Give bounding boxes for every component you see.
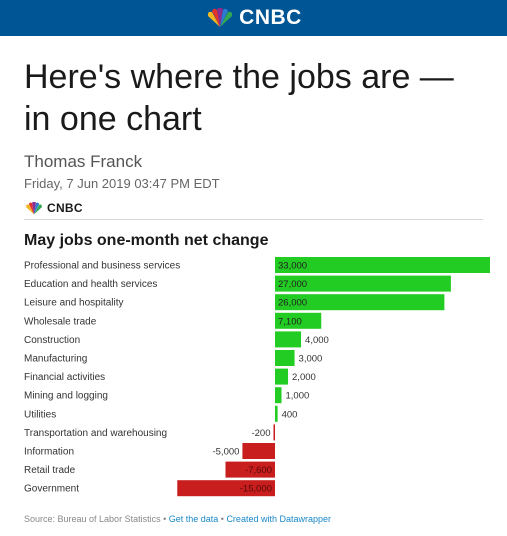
source-sep-2: •: [218, 514, 227, 524]
category-label: Transportation and warehousing: [24, 428, 167, 439]
bar[interactable]: [275, 368, 289, 385]
site-header: CNBC: [0, 0, 507, 36]
value-label: 33,000: [278, 261, 307, 272]
bar[interactable]: [225, 461, 275, 478]
bar[interactable]: [275, 387, 282, 404]
category-label: Professional and business services: [24, 261, 180, 272]
peacock-small-icon: [26, 201, 42, 214]
category-label: Leisure and hospitality: [24, 298, 124, 309]
bar[interactable]: [275, 331, 302, 348]
source-sep-1: •: [160, 514, 169, 524]
bar-chart: Professional and business services 33,000…: [24, 257, 490, 497]
value-label: 4,000: [305, 335, 329, 346]
category-label: Construction: [24, 335, 80, 346]
bar[interactable]: [275, 294, 445, 311]
publish-date: Friday, 7 Jun 2019 03:47 PM EDT: [24, 176, 220, 191]
bar[interactable]: [275, 350, 295, 366]
source-line: Source: Bureau of Labor Statistics • Get…: [24, 514, 331, 524]
chart-brand-row: CNBC: [24, 201, 483, 220]
category-label: Information: [24, 447, 74, 458]
category-label: Manufacturing: [24, 354, 87, 365]
peacock-icon: [207, 8, 233, 27]
category-label: Wholesale trade: [24, 316, 97, 327]
chart-title: May jobs one-month net change: [24, 232, 269, 249]
value-label: 26,000: [278, 298, 307, 309]
category-label: Education and health services: [24, 279, 157, 290]
category-label: Financial activities: [24, 372, 105, 383]
bar[interactable]: [177, 480, 275, 497]
value-label: -7,600: [245, 465, 272, 476]
value-label: 3,000: [299, 354, 323, 365]
logo-text: CNBC: [239, 6, 302, 29]
bar[interactable]: [273, 424, 276, 441]
bar[interactable]: [275, 257, 490, 273]
bar[interactable]: [275, 405, 278, 422]
value-label: 1,000: [286, 391, 310, 402]
cnbc-logo[interactable]: CNBC: [205, 6, 302, 30]
source-text: Source: Bureau of Labor Statistics: [24, 514, 161, 524]
headline: Here's where the jobs are — in one chart: [24, 58, 454, 138]
value-label: 2,000: [292, 372, 316, 383]
bar[interactable]: [275, 275, 451, 292]
category-label: Government: [24, 484, 79, 495]
category-label: Retail trade: [24, 465, 76, 476]
author[interactable]: Thomas Franck: [24, 152, 143, 171]
value-label: 27,000: [278, 279, 307, 290]
value-label: 7,100: [278, 316, 302, 327]
bar[interactable]: [242, 443, 275, 459]
get-data-link[interactable]: Get the data: [168, 514, 219, 524]
value-label: -5,000: [212, 447, 239, 458]
value-label: -15,000: [240, 484, 272, 495]
category-label: Utilities: [24, 409, 56, 420]
value-label: 400: [282, 409, 298, 420]
datawrapper-link[interactable]: Created with Datawrapper: [226, 514, 331, 524]
chart-brand-label: CNBC: [47, 201, 83, 215]
value-label: -200: [251, 428, 270, 439]
bar[interactable]: [275, 312, 322, 329]
category-label: Mining and logging: [24, 391, 108, 402]
